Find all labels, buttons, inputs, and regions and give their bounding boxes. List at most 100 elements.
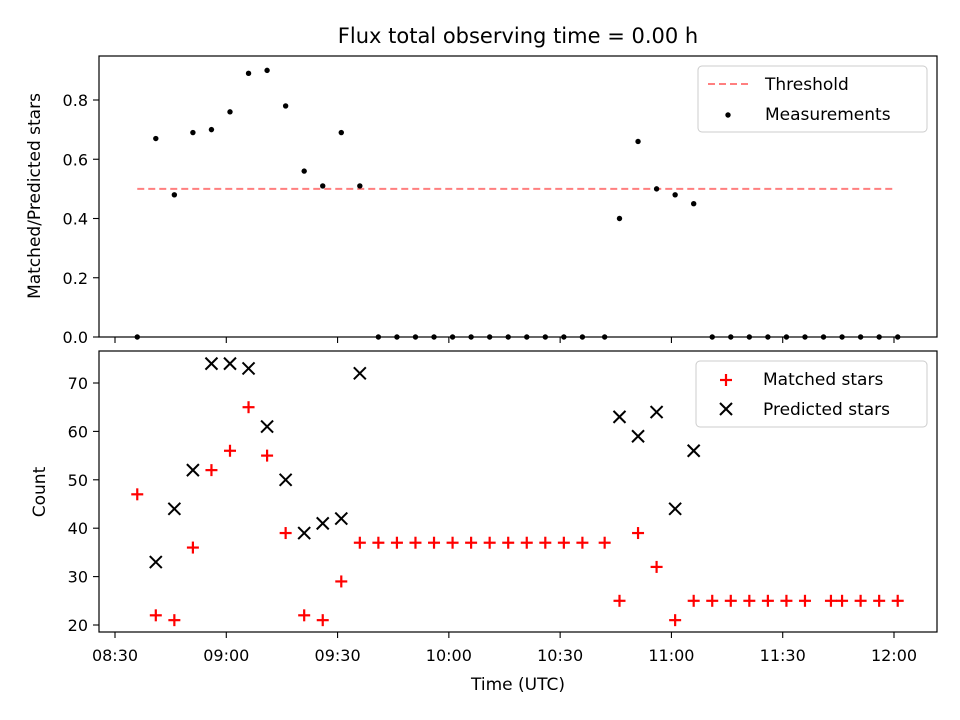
top-marks bbox=[134, 67, 901, 340]
matched-star-point bbox=[483, 536, 496, 549]
matched-star-point bbox=[824, 594, 837, 607]
bottom-axes-frame bbox=[98, 350, 938, 633]
predicted-star-point bbox=[186, 463, 200, 477]
matched-star-point bbox=[131, 488, 144, 501]
matched-star-point bbox=[632, 527, 645, 540]
top-axes-frame bbox=[98, 55, 938, 338]
predicted-star-point bbox=[223, 356, 237, 371]
matched-star-point bbox=[650, 560, 663, 573]
bottom-xtick-label: 11:00 bbox=[648, 646, 694, 665]
top-ytick-label: 0.4 bbox=[63, 210, 88, 229]
matched-star-point bbox=[798, 594, 811, 607]
matched-star-point bbox=[669, 614, 682, 627]
measurement-point bbox=[190, 129, 196, 136]
matched-star-point bbox=[687, 594, 700, 607]
matched-star-point bbox=[891, 594, 904, 607]
matched-star-point bbox=[465, 536, 478, 549]
predicted-star-point bbox=[167, 502, 182, 516]
matched-star-point bbox=[598, 536, 611, 549]
predicted-star-point bbox=[631, 429, 645, 443]
matched-star-point bbox=[539, 536, 552, 549]
measurement-point bbox=[653, 186, 660, 192]
bottom-xtick-label: 08:30 bbox=[92, 646, 138, 665]
matched-star-point bbox=[223, 444, 236, 457]
predicted-star-point bbox=[260, 419, 274, 434]
matched-star-point bbox=[186, 541, 199, 554]
matched-star-point bbox=[873, 594, 886, 607]
matched-star-point bbox=[780, 594, 793, 607]
legend-measurements-label: Measurements bbox=[765, 105, 891, 125]
matched-star-point bbox=[446, 536, 459, 549]
measurement-point bbox=[357, 183, 363, 189]
bottom-ytick-label: 40 bbox=[68, 519, 88, 538]
measurement-point bbox=[690, 200, 697, 207]
bottom-xtick-label: 12:00 bbox=[871, 646, 917, 665]
bottom-xtick-label: 11:30 bbox=[760, 646, 806, 665]
predicted-star-point bbox=[334, 511, 348, 526]
top-ytick-label: 0.6 bbox=[63, 150, 88, 169]
measurement-point bbox=[672, 192, 678, 198]
bottom-xtick-label: 10:00 bbox=[426, 646, 472, 665]
matched-star-point bbox=[279, 527, 292, 540]
legend-matched-swatch bbox=[720, 374, 732, 386]
bottom-ytick-label: 30 bbox=[68, 568, 88, 587]
predicted-star-point bbox=[149, 555, 163, 569]
matched-star-point bbox=[613, 594, 626, 607]
matched-star-point bbox=[724, 594, 737, 607]
legend-predicted-label: Predicted stars bbox=[763, 400, 890, 420]
legend-matched-label: Matched stars bbox=[763, 370, 883, 390]
measurement-point bbox=[153, 135, 159, 142]
top-ticks: 0.0 0.2 0.4 0.6 0.8 bbox=[63, 91, 895, 347]
matched-star-point bbox=[836, 594, 849, 607]
bottom-ytick-label: 70 bbox=[68, 374, 88, 393]
bottom-ylabel: Count bbox=[30, 466, 50, 517]
bottom-ticks: 20 30 40 50 60 70 08:30 09:00 09:30 10:00 10:30 11:… bbox=[68, 374, 917, 665]
matched-star-point bbox=[761, 594, 774, 607]
predicted-star-point bbox=[297, 526, 311, 540]
top-ytick-label: 0.2 bbox=[63, 269, 88, 288]
matched-star-point bbox=[502, 536, 515, 549]
top-ytick-label: 0.8 bbox=[63, 91, 88, 110]
measurement-point bbox=[635, 138, 641, 145]
matched-star-point bbox=[335, 575, 348, 588]
top-ylabel: Matched/Predicted stars bbox=[25, 93, 45, 299]
matched-star-point bbox=[261, 449, 274, 462]
bottom-xtick-label: 09:00 bbox=[203, 646, 249, 665]
bottom-xtick-label: 10:30 bbox=[537, 646, 583, 665]
matched-star-point bbox=[706, 594, 719, 607]
bottom-legend-box bbox=[695, 360, 928, 428]
predicted-star-point bbox=[353, 366, 367, 381]
matched-star-point bbox=[242, 401, 255, 414]
measurement-point bbox=[245, 70, 252, 77]
bottom-xlabel: Time (UTC) bbox=[470, 675, 565, 695]
measurement-point bbox=[264, 67, 270, 74]
measurement-point bbox=[282, 103, 289, 109]
matched-star-point bbox=[372, 536, 385, 549]
predicted-star-point bbox=[649, 405, 664, 419]
matched-star-point bbox=[520, 536, 533, 549]
predicted-star-point bbox=[204, 356, 219, 371]
measurement-point bbox=[338, 129, 344, 136]
measurement-point bbox=[171, 192, 178, 198]
matched-star-point bbox=[409, 536, 422, 549]
top-ytick-label: 0.0 bbox=[63, 328, 88, 347]
bottom-ytick-label: 50 bbox=[68, 471, 88, 490]
chart-title: Flux total observing time = 0.00 h bbox=[338, 24, 698, 48]
bottom-xtick-label: 09:30 bbox=[315, 646, 361, 665]
top-legend: Threshold Measurements bbox=[697, 65, 928, 133]
top-legend-box bbox=[697, 65, 928, 133]
bottom-ytick-label: 20 bbox=[68, 616, 88, 635]
measurement-point bbox=[208, 126, 215, 133]
bottom-ytick-label: 60 bbox=[68, 422, 88, 441]
predicted-star-point bbox=[241, 361, 256, 376]
matched-star-point bbox=[390, 536, 403, 549]
measurement-point bbox=[301, 168, 307, 174]
matched-star-point bbox=[168, 614, 181, 627]
matched-star-point bbox=[298, 609, 311, 622]
bottom-panel: 20 30 40 50 60 70 08:30 09:00 09:30 10:00 10:30 11:… bbox=[30, 350, 938, 695]
predicted-star-point bbox=[278, 473, 293, 487]
predicted-star-point bbox=[612, 410, 627, 424]
predicted-star-point bbox=[686, 444, 701, 458]
matched-star-point bbox=[576, 536, 589, 549]
matched-star-point bbox=[557, 536, 570, 549]
